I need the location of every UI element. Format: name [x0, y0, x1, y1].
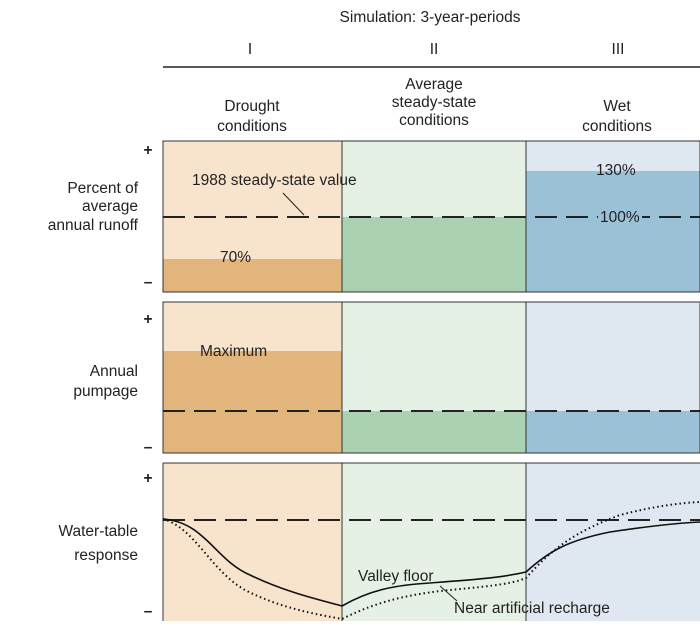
- period-label: conditions: [217, 118, 287, 135]
- leader: [282, 192, 305, 216]
- panel-runoff: 1988 steady-state value 70% 130% 100%: [162, 140, 700, 293]
- period-label: Wet: [603, 98, 631, 115]
- panel-water-table: Valley floor Near artificial recharge: [162, 462, 700, 623]
- row-label: Annual: [90, 363, 138, 380]
- plus: +: [143, 311, 152, 328]
- minus: –: [144, 603, 153, 620]
- annotation: Valley floor: [358, 568, 434, 585]
- period-label: steady-state: [392, 94, 476, 111]
- valley-floor-curve: [162, 518, 700, 607]
- row-label: response: [74, 547, 138, 564]
- annotation: 130%: [596, 162, 636, 179]
- fill: [342, 411, 526, 453]
- panel-pumpage: Maximum: [162, 301, 700, 454]
- annotation: Maximum: [200, 343, 267, 360]
- bg: [342, 463, 526, 623]
- period-label: conditions: [582, 118, 652, 135]
- fill: [526, 171, 700, 292]
- period-numeral: II: [430, 41, 439, 58]
- fill: [163, 351, 342, 453]
- fill: [163, 259, 342, 292]
- period-label: conditions: [399, 112, 469, 129]
- row-label: Water-table: [58, 523, 138, 540]
- annotation: 100%: [600, 209, 640, 226]
- period-label: Drought: [224, 98, 280, 115]
- frame: [162, 462, 700, 621]
- row-label: average: [82, 198, 138, 215]
- bg: [163, 463, 342, 623]
- leader: [439, 585, 458, 602]
- minus: –: [144, 274, 153, 291]
- period-numeral: III: [612, 41, 625, 58]
- frame: [162, 301, 700, 454]
- row-label: pumpage: [73, 383, 138, 400]
- plus: +: [143, 142, 152, 159]
- annotation: Near artificial recharge: [454, 600, 610, 617]
- minus: –: [144, 439, 153, 456]
- annotation: 1988 steady-state value: [192, 172, 357, 189]
- bg: [526, 463, 700, 623]
- fill: [526, 411, 700, 453]
- row-label: Percent of: [67, 180, 138, 197]
- frame: [162, 140, 700, 293]
- period-numeral: I: [248, 41, 252, 58]
- plus: +: [143, 470, 152, 487]
- annotation: 70%: [220, 249, 251, 266]
- period-label: Average: [405, 76, 462, 93]
- label-bg: [598, 209, 642, 225]
- fill: [342, 217, 526, 292]
- title: Simulation: 3-year-periods: [340, 9, 521, 26]
- row-label: annual runoff: [48, 217, 139, 234]
